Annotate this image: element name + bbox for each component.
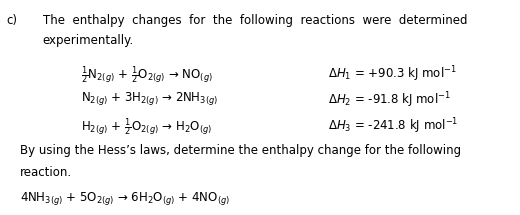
Text: reaction.: reaction.	[20, 166, 72, 178]
Text: H$_{2(g)}$ + $\frac{1}{2}$O$_{2(g)}$ → H$_{2}$O$_{(g)}$: H$_{2(g)}$ + $\frac{1}{2}$O$_{2(g)}$ → H…	[81, 116, 212, 138]
Text: Δ$H_{2}$ = -91.8 kJ mol$^{-1}$: Δ$H_{2}$ = -91.8 kJ mol$^{-1}$	[328, 90, 450, 110]
Text: Δ$H_{3}$ = -241.8 kJ mol$^{-1}$: Δ$H_{3}$ = -241.8 kJ mol$^{-1}$	[328, 116, 458, 136]
Text: The  enthalpy  changes  for  the  following  reactions  were  determined: The enthalpy changes for the following r…	[43, 14, 467, 27]
Text: N$_{2(g)}$ + 3H$_{2(g)}$ → 2NH$_{3(g)}$: N$_{2(g)}$ + 3H$_{2(g)}$ → 2NH$_{3(g)}$	[81, 90, 218, 107]
Text: c): c)	[6, 14, 17, 27]
Text: $\frac{1}{2}$N$_{2(g)}$ + $\frac{1}{2}$O$_{2(g)}$ → NO$_{(g)}$: $\frac{1}{2}$N$_{2(g)}$ + $\frac{1}{2}$O…	[81, 64, 213, 86]
Text: Δ$H_{1}$ = +90.3 kJ mol$^{-1}$: Δ$H_{1}$ = +90.3 kJ mol$^{-1}$	[328, 64, 457, 84]
Text: experimentally.: experimentally.	[43, 34, 134, 47]
Text: By using the Hess’s laws, determine the enthalpy change for the following: By using the Hess’s laws, determine the …	[20, 144, 461, 157]
Text: 4NH$_{3(g)}$ + 5O$_{2(g)}$ → 6H$_{2}$O$_{(g)}$ + 4NO$_{(g)}$: 4NH$_{3(g)}$ + 5O$_{2(g)}$ → 6H$_{2}$O$_…	[20, 190, 230, 207]
